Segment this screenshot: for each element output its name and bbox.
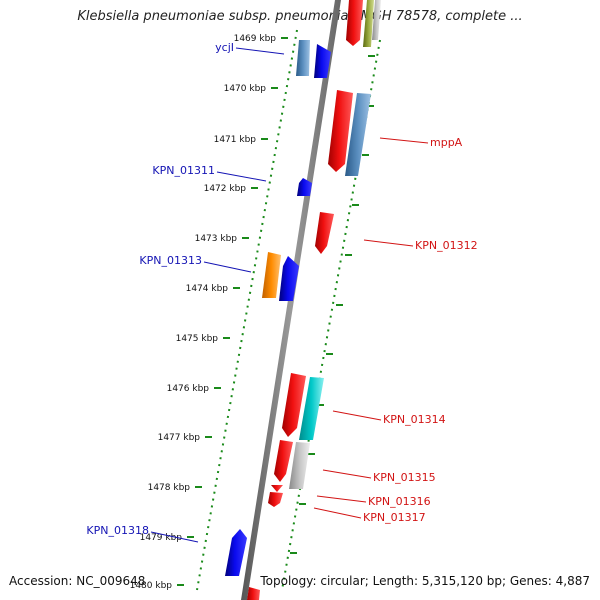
genome-stats-text: Topology: circular; Length: 5,315,120 bp…: [260, 574, 590, 588]
gene-KPN_01318[interactable]: [225, 529, 247, 576]
gene-mppA[interactable]: [345, 93, 371, 176]
gene-label-leader: [150, 531, 199, 543]
accession-text: Accession: NC_009648: [9, 574, 146, 588]
gene-bottom-red[interactable]: [247, 587, 260, 600]
tick-label: 1478 kbp: [148, 483, 191, 493]
gene-label-KPN_01315[interactable]: KPN_01315: [373, 471, 436, 484]
gene-label-KPN_01313[interactable]: KPN_01313: [139, 254, 202, 267]
tick-label: 1479 kbp: [140, 533, 183, 543]
gene-label-KPN_01314[interactable]: KPN_01314: [383, 413, 446, 426]
gene-top-olive[interactable]: [363, 0, 374, 47]
tick-label: 1471 kbp: [214, 135, 257, 145]
gene-label-leader: [322, 469, 372, 479]
gene-label-leader: [379, 137, 429, 144]
gene-KPN_01311[interactable]: [297, 178, 312, 196]
gene-top-grey[interactable]: [372, 0, 381, 40]
tick-label: 1472 kbp: [204, 184, 247, 194]
gene-KPN_01316[interactable]: [271, 485, 283, 492]
gene-mppA-red[interactable]: [328, 90, 353, 172]
gene-label-leader: [203, 261, 252, 273]
forward-track-guide: [196, 29, 298, 591]
gene-label-KPN_01312[interactable]: KPN_01312: [415, 239, 478, 252]
tick-label: 1475 kbp: [176, 334, 219, 344]
gene-ycjI-neighbor[interactable]: [296, 40, 310, 76]
gene-label-leader: [216, 171, 267, 182]
gene-KPN_01313-orange[interactable]: [262, 252, 281, 298]
tick-label: 1469 kbp: [234, 34, 277, 44]
gene-KPN_01314[interactable]: [299, 377, 324, 440]
gene-KPN_01317[interactable]: [268, 492, 283, 507]
tick-label: 1470 kbp: [224, 84, 267, 94]
gene-KPN_01312[interactable]: [315, 212, 334, 254]
gene-label-mppA[interactable]: mppA: [430, 136, 463, 149]
gene-label-KPN_01316[interactable]: KPN_01316: [368, 495, 431, 508]
gene-KPN_01315[interactable]: [289, 442, 310, 489]
gene-label-KPN_01311[interactable]: KPN_01311: [152, 164, 215, 177]
gene-label-leader: [313, 507, 362, 519]
gene-label-leader: [332, 410, 382, 421]
gene-KPN_01313[interactable]: [279, 256, 299, 301]
tick-group: 1469 kbp 1470 kbp 1471 kbp 1472 kbp 1473 kbp…: [130, 34, 375, 591]
gene-label-leader: [316, 495, 367, 503]
label-group: ycjI mppA KPN_01311 KPN_01312 KPN_01313 KPN_0…: [86, 41, 478, 543]
gene-KPN_01315-red[interactable]: [274, 440, 293, 482]
tick-label: 1476 kbp: [167, 384, 210, 394]
tick-label: 1477 kbp: [158, 433, 201, 443]
gene-label-leader: [363, 239, 414, 247]
gene-label-KPN_01318[interactable]: KPN_01318: [86, 524, 149, 537]
tick-label: 1474 kbp: [186, 284, 229, 294]
gene-label-ycjI[interactable]: ycjI: [215, 41, 234, 54]
gene-label-leader: [235, 47, 285, 55]
gene-top-red[interactable]: [346, 0, 363, 46]
tick-label: 1473 kbp: [195, 234, 238, 244]
gene-ycjI[interactable]: [314, 44, 331, 78]
map-title: Klebsiella pneumoniae subsp. pneumoniae …: [77, 9, 523, 24]
gene-label-KPN_01317[interactable]: KPN_01317: [363, 511, 426, 524]
gene-KPN_01314-red[interactable]: [282, 373, 306, 437]
tick-label: 1480 kbp: [130, 581, 173, 591]
